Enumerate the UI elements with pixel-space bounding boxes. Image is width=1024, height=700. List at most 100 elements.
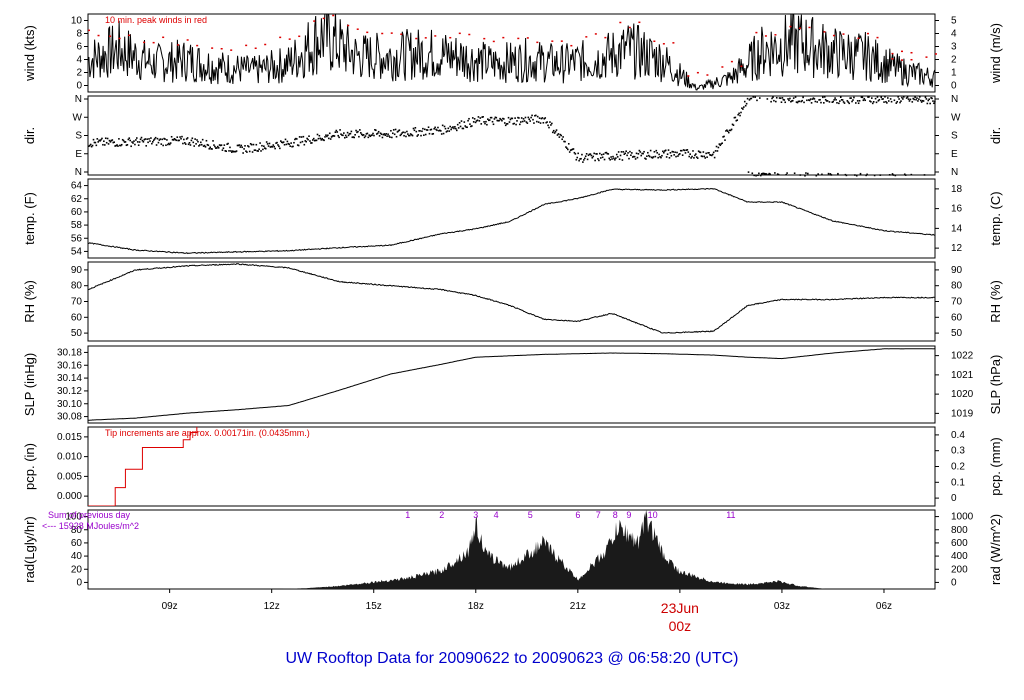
dir-point [664, 149, 667, 152]
dir-point [878, 98, 881, 101]
dir-point [630, 154, 632, 157]
dir-point [274, 147, 276, 150]
dir-point [673, 154, 675, 156]
dir-point [495, 116, 498, 119]
dir-point [242, 152, 244, 154]
dir-point [217, 147, 220, 149]
dir-point [111, 139, 114, 141]
dir-point [928, 98, 931, 101]
dir-point [490, 116, 493, 119]
rad-right-tick-1000: 1000 [951, 512, 974, 523]
dir-point [564, 140, 566, 143]
dir-point [101, 137, 103, 140]
dir-point [226, 143, 228, 145]
rad-right-axis-label: rad (W/m^2) [988, 514, 1003, 585]
dir-point [125, 144, 128, 147]
rad-event-marker-4: 4 [494, 510, 499, 520]
dir-point [175, 139, 178, 142]
dir-point [617, 151, 620, 153]
dir-point [512, 123, 515, 125]
dir-point [105, 141, 108, 144]
rad-event-marker-6: 6 [575, 510, 580, 520]
dir-point [472, 121, 475, 123]
dir-point [368, 134, 371, 136]
dir-point [616, 156, 619, 158]
dir-point [381, 136, 384, 139]
wind-peak-mark [823, 31, 826, 33]
dir-point [214, 145, 216, 148]
dir-point [888, 174, 891, 176]
dir-point [858, 99, 861, 102]
dir-point [156, 137, 159, 140]
dir-point [96, 138, 99, 140]
panel-pcp: 0.000 0.005 0.010 0.015 0 0.1 0.2 0.3 0.4 pcp. (i… [22, 426, 1003, 507]
dir-point [699, 151, 702, 154]
wind-peak-mark [536, 41, 539, 44]
dir-point [537, 121, 540, 123]
dir-point [286, 140, 289, 143]
dir-point [602, 153, 605, 155]
dir-point [431, 133, 434, 135]
dir-point [417, 134, 419, 136]
dir-point [934, 100, 936, 103]
dir-right-tick-E: E [951, 149, 958, 160]
dir-point [922, 100, 925, 102]
dir-point [823, 102, 825, 104]
dir-point [887, 100, 890, 102]
dir-point [116, 144, 118, 146]
dir-point [718, 143, 721, 145]
dir-point [330, 136, 333, 138]
dir-point [382, 133, 385, 136]
dir-point [312, 137, 315, 140]
dir-point [103, 140, 105, 143]
wind-peak-mark [128, 34, 131, 37]
dir-point [459, 125, 462, 128]
dir-point [649, 149, 652, 152]
dir-point [122, 139, 125, 142]
dir-point [426, 129, 429, 131]
rad-event-marker-7: 7 [596, 510, 601, 520]
footer-prefix: UW Rooftop Data for [285, 650, 435, 667]
dir-point [716, 150, 719, 152]
dir-point [607, 153, 610, 155]
wind-peak-mark [390, 32, 393, 34]
dir-point [355, 129, 357, 132]
dir-point [408, 134, 411, 137]
footer-to: to [514, 650, 528, 667]
dir-point [471, 117, 474, 119]
dir-point [367, 136, 370, 139]
dir-point [815, 174, 818, 177]
dir-point [850, 97, 852, 99]
dir-point [391, 132, 394, 135]
wind-peak-mark [866, 32, 869, 35]
dir-point [545, 121, 547, 124]
dir-point [177, 139, 180, 142]
dir-point [599, 157, 602, 159]
dir-point [395, 135, 398, 138]
dir-left-tick-E: E [75, 149, 82, 160]
dir-point [857, 102, 860, 105]
dir-point [731, 123, 734, 126]
dir-point [388, 135, 390, 137]
dir-point [491, 120, 494, 123]
dir-point [148, 138, 150, 140]
dir-point [380, 133, 383, 135]
dir-point [320, 139, 323, 141]
rad-left-tick-40: 40 [71, 551, 83, 562]
dir-point [159, 138, 162, 140]
dir-point [542, 121, 545, 124]
dir-point [297, 144, 300, 147]
panel-rad: 02040608010002004006008001000rad(Lgly/hr… [22, 509, 1003, 590]
dir-point [184, 143, 187, 145]
wind-peak-mark [97, 34, 100, 37]
dir-point [350, 130, 353, 133]
dir-point [223, 144, 226, 146]
dir-point [758, 172, 760, 175]
dir-point [176, 136, 179, 138]
dir-point [341, 134, 343, 136]
wind-peak-mark [424, 37, 427, 39]
dir-point [374, 128, 376, 131]
dir-point [123, 141, 126, 143]
dir-point [436, 129, 438, 132]
dir-point [452, 126, 454, 128]
